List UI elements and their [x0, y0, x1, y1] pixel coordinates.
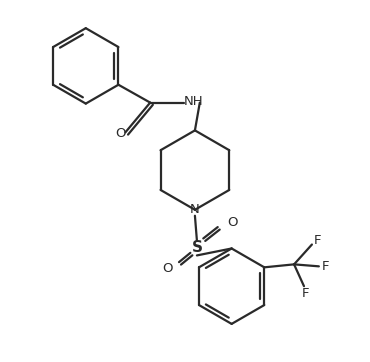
Text: O: O: [228, 216, 238, 229]
Text: N: N: [190, 203, 200, 216]
Text: F: F: [322, 260, 330, 273]
Text: F: F: [314, 234, 322, 247]
Text: NH: NH: [184, 95, 204, 108]
Text: O: O: [115, 127, 126, 140]
Text: O: O: [162, 262, 172, 275]
Text: S: S: [191, 240, 202, 255]
Text: F: F: [302, 287, 310, 300]
